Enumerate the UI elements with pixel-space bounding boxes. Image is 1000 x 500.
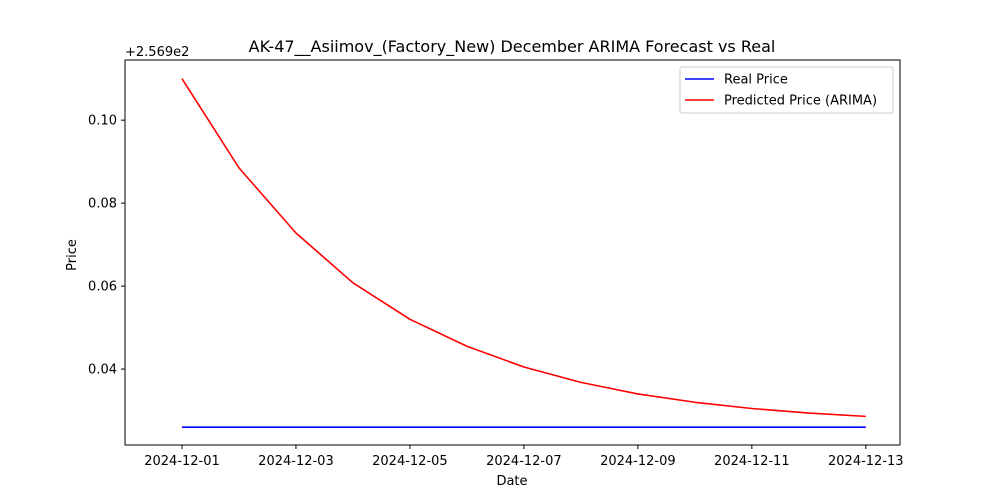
- chart-title: AK-47__Asiimov_(Factory_New) December AR…: [249, 37, 776, 57]
- x-axis: 2024-12-01 2024-12-03 2024-12-05 2024-12-07…: [144, 445, 904, 469]
- legend: Real Price Predicted Price (ARIMA): [679, 66, 894, 114]
- y-tick-label: 0.06: [88, 280, 117, 295]
- legend-label: Predicted Price (ARIMA): [724, 94, 877, 109]
- y-tick-label: 0.08: [88, 197, 117, 212]
- x-tick-label: 2024-12-13: [828, 454, 904, 469]
- plot-frame: [124, 59, 901, 446]
- x-tick-label: 2024-12-11: [714, 454, 790, 469]
- y-axis-label: Price: [65, 239, 80, 271]
- x-tick-label: 2024-12-03: [258, 454, 334, 469]
- legend-label: Real Price: [724, 73, 788, 88]
- y-tick-label: 0.04: [88, 363, 117, 378]
- x-tick-label: 2024-12-05: [372, 454, 448, 469]
- x-axis-label: Date: [496, 474, 527, 489]
- x-tick-label: 2024-12-09: [600, 454, 676, 469]
- legend-box: [679, 66, 894, 114]
- y-tick-label: 0.10: [88, 114, 117, 129]
- x-tick-label: 2024-12-07: [486, 454, 562, 469]
- y-axis: 0.04 0.06 0.08 0.10: [88, 114, 125, 378]
- series-line-predicted-price: [181, 78, 866, 418]
- y-offset-label: +2.569e2: [125, 45, 189, 60]
- plot-lines: [181, 78, 866, 428]
- x-tick-label: 2024-12-01: [144, 454, 220, 469]
